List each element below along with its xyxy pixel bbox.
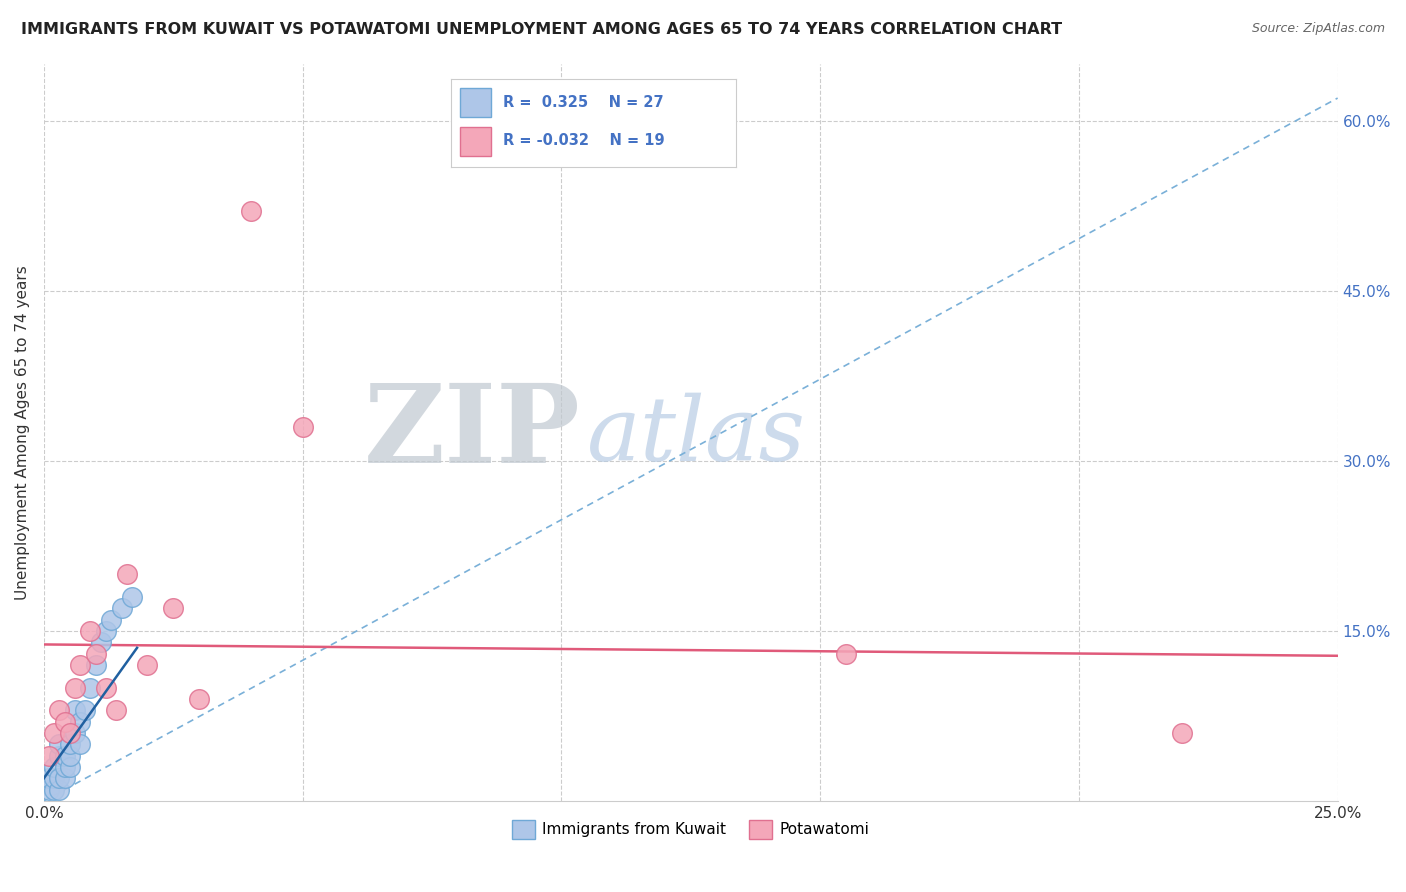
Point	[48, 748, 70, 763]
Point	[44, 771, 66, 785]
Text: atlas: atlas	[588, 392, 806, 480]
Point	[94, 624, 117, 638]
Point	[53, 771, 76, 785]
Point	[84, 647, 107, 661]
Point	[53, 748, 76, 763]
Point	[59, 760, 82, 774]
Point	[79, 681, 101, 695]
Point	[75, 703, 97, 717]
Point	[48, 771, 70, 785]
Point	[48, 737, 70, 751]
Point	[63, 703, 86, 717]
Y-axis label: Unemployment Among Ages 65 to 74 years: Unemployment Among Ages 65 to 74 years	[15, 265, 30, 599]
Point	[79, 624, 101, 638]
Point	[38, 782, 60, 797]
Point	[59, 737, 82, 751]
Legend: Immigrants from Kuwait, Potawatomi: Immigrants from Kuwait, Potawatomi	[506, 814, 876, 845]
Point	[44, 760, 66, 774]
Point	[59, 726, 82, 740]
Text: ZIP: ZIP	[364, 379, 581, 486]
Point	[84, 657, 107, 672]
Point	[48, 703, 70, 717]
Point	[188, 691, 211, 706]
Point	[94, 681, 117, 695]
Point	[162, 601, 184, 615]
Point	[69, 657, 91, 672]
Point	[38, 771, 60, 785]
Point	[105, 703, 128, 717]
Point	[291, 419, 314, 434]
Point	[44, 782, 66, 797]
Point	[110, 601, 132, 615]
Point	[69, 737, 91, 751]
Text: Source: ZipAtlas.com: Source: ZipAtlas.com	[1251, 22, 1385, 36]
Point	[69, 714, 91, 729]
Point	[1171, 726, 1194, 740]
Point	[121, 590, 143, 604]
Point	[239, 204, 262, 219]
Point	[48, 782, 70, 797]
Point	[90, 635, 112, 649]
Point	[53, 760, 76, 774]
Point	[59, 748, 82, 763]
Point	[63, 681, 86, 695]
Point	[53, 714, 76, 729]
Point	[100, 613, 122, 627]
Text: IMMIGRANTS FROM KUWAIT VS POTAWATOMI UNEMPLOYMENT AMONG AGES 65 TO 74 YEARS CORR: IMMIGRANTS FROM KUWAIT VS POTAWATOMI UNE…	[21, 22, 1062, 37]
Point	[115, 567, 138, 582]
Point	[835, 647, 858, 661]
Point	[38, 748, 60, 763]
Point	[136, 657, 159, 672]
Point	[63, 726, 86, 740]
Point	[44, 726, 66, 740]
